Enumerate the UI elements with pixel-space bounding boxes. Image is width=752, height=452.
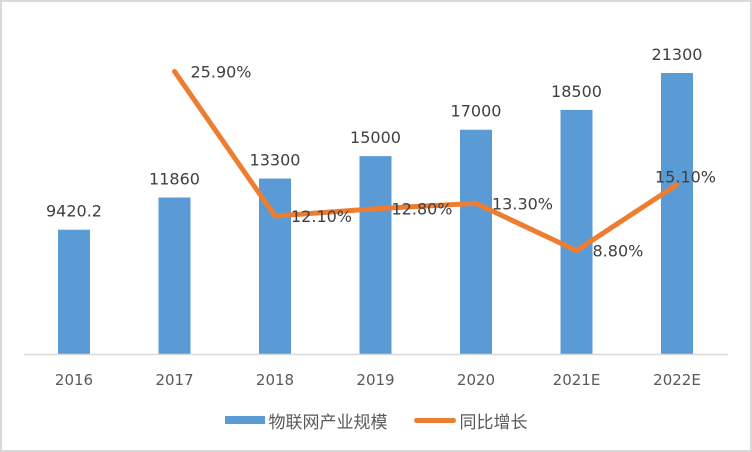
bar-value-label: 11860: [149, 170, 200, 189]
x-tick-label: 2022E: [653, 371, 701, 389]
x-tick-label: 2016: [55, 371, 93, 389]
x-tick-label: 2019: [356, 371, 394, 389]
bar-series-iot-scale: [58, 73, 693, 354]
line-series-yoy-growth: [172, 68, 680, 254]
bar-2020: [460, 129, 492, 354]
bar-2017: [158, 197, 191, 354]
bar-2018: [259, 178, 291, 354]
legend-label-yoy-growth: 同比增长: [459, 412, 528, 433]
bar-value-label: 18500: [551, 82, 602, 101]
line-value-label: 25.90%: [191, 62, 252, 81]
bar-2016: [58, 229, 90, 354]
bar-2019: [359, 156, 392, 354]
x-tick-label: 2017: [155, 371, 193, 389]
chart-legend: 物联网产业规模 同比增长: [0, 405, 752, 435]
bar-data-labels: 9420.2 11860 13300 15000 17000 18500 21300: [46, 45, 702, 221]
bar-2021E: [560, 109, 593, 354]
legend-label-iot-scale: 物联网产业规模: [268, 412, 388, 433]
line-value-label: 13.30%: [492, 194, 553, 213]
x-tick-label: 2018: [256, 371, 294, 389]
bar-value-label: 9420.2: [46, 202, 102, 221]
line-value-label: 15.10%: [655, 168, 716, 187]
line-swatch-icon: [413, 417, 456, 423]
bar-value-label: 13300: [250, 151, 301, 170]
legend-item-yoy-growth: 同比增长: [413, 408, 528, 433]
legend-item-iot-scale: 物联网产业规模: [224, 408, 388, 433]
line-value-label: 8.80%: [593, 242, 644, 261]
x-tick-label: 2021E: [553, 371, 601, 389]
line-value-label: 12.80%: [392, 200, 453, 219]
bar-value-label: 17000: [451, 102, 502, 121]
x-tick-label: 2020: [457, 371, 495, 389]
x-axis-ticks: 2016 2017 2018 2019 2020 2021E 2022E: [55, 371, 701, 389]
bar-value-label: 15000: [350, 128, 401, 147]
bar-swatch-icon: [224, 416, 265, 424]
line-data-labels: 25.90% 12.10% 12.80% 13.30% 8.80% 15.10%: [191, 62, 717, 260]
bar-2022E: [661, 73, 693, 354]
line-value-label: 12.10%: [291, 207, 352, 226]
bar-value-label: 21300: [652, 45, 703, 64]
